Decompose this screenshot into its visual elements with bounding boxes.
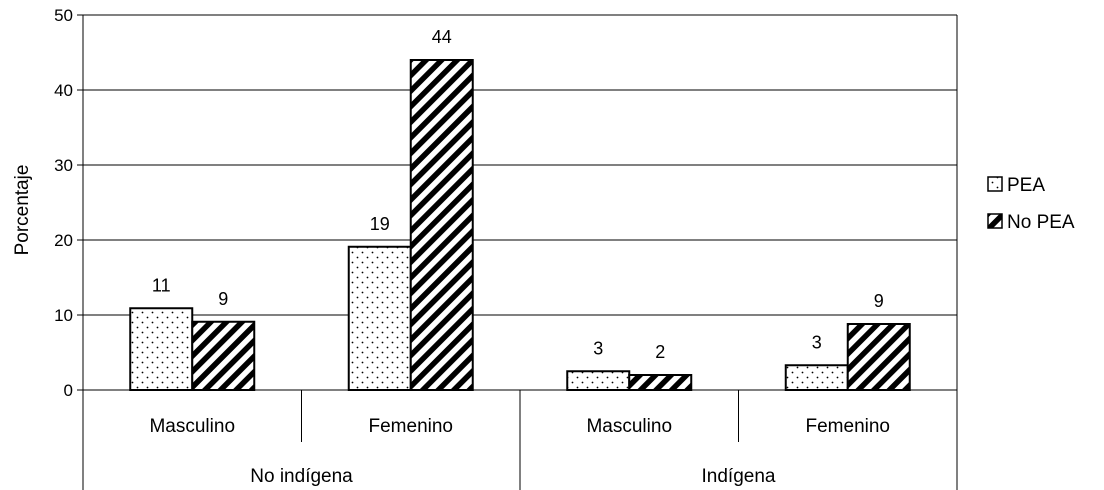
data-label: 9 <box>218 289 228 309</box>
bar-pea <box>129 307 194 391</box>
legend-swatch-pea <box>987 176 1003 192</box>
y-tick-label: 0 <box>64 381 73 400</box>
x-group-label: Indígena <box>702 466 776 487</box>
data-label: 3 <box>812 332 822 352</box>
bar-pea <box>784 364 849 391</box>
y-tick-label: 10 <box>54 306 73 325</box>
x-category-label: Femenino <box>806 416 891 437</box>
bar-no-pea <box>628 374 693 391</box>
legend: PEA No PEA <box>987 175 1075 233</box>
data-label: 19 <box>370 214 390 234</box>
bars <box>129 59 911 391</box>
y-axis-title: Porcentaje <box>12 165 33 256</box>
y-tick-label: 50 <box>54 6 73 25</box>
gridlines <box>83 14 957 316</box>
data-label: 2 <box>655 342 665 362</box>
y-tick-label: 40 <box>54 81 73 100</box>
x-category-label: Masculino <box>586 416 672 437</box>
data-label: 3 <box>593 338 603 358</box>
legend-label-pea: PEA <box>1007 175 1045 196</box>
data-label: 9 <box>874 291 884 311</box>
x-category-label: Masculino <box>149 416 235 437</box>
data-label: 44 <box>432 27 452 47</box>
axes <box>77 14 958 490</box>
y-tick-label: 20 <box>54 231 73 250</box>
x-category-label: Femenino <box>369 416 454 437</box>
legend-item-no-pea: No PEA <box>987 212 1075 233</box>
legend-swatch-no-pea <box>987 213 1003 229</box>
legend-label-no-pea: No PEA <box>1007 212 1075 233</box>
labels: 0 10 20 30 40 50 11 19 3 3 9 44 2 9 Masculino Femenino M… <box>54 6 890 487</box>
data-label: 11 <box>152 275 171 295</box>
legend-item-pea: PEA <box>987 175 1045 196</box>
x-group-label: No indígena <box>250 466 353 487</box>
bar-no-pea <box>191 320 256 391</box>
bar-pea <box>566 370 631 391</box>
bar-pea <box>347 245 412 391</box>
bar-no-pea <box>409 59 474 391</box>
y-tick-label: 30 <box>54 156 73 175</box>
bar-no-pea <box>846 323 911 391</box>
